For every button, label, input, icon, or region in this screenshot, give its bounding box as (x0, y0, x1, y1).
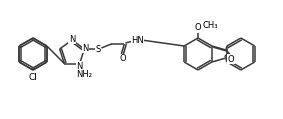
Text: O: O (195, 23, 201, 32)
Text: N: N (69, 35, 75, 44)
Text: S: S (96, 45, 101, 55)
Text: N: N (76, 62, 83, 71)
Text: Cl: Cl (29, 72, 37, 82)
Text: NH₂: NH₂ (76, 70, 92, 79)
Text: N: N (82, 44, 89, 53)
Text: O: O (119, 54, 126, 63)
Text: O: O (228, 55, 234, 64)
Text: CH₃: CH₃ (202, 20, 218, 30)
Text: HN: HN (131, 37, 144, 45)
